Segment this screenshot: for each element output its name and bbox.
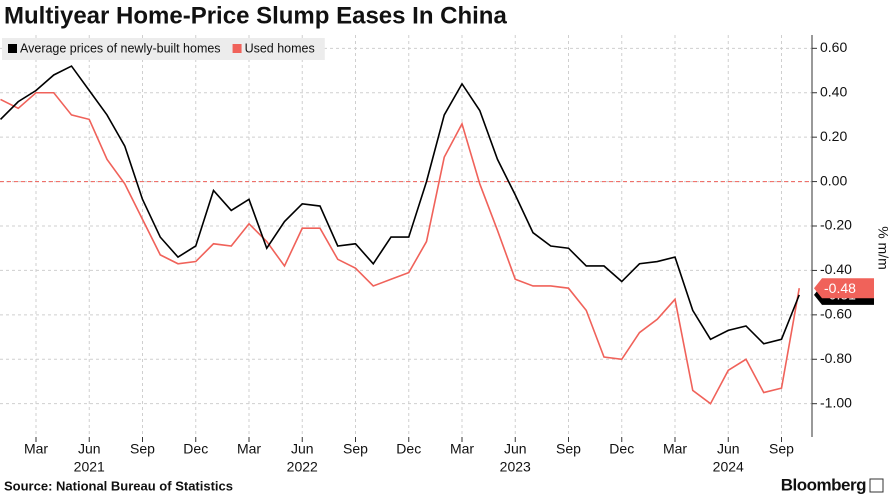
y-tick-label: 0.20 — [820, 128, 847, 144]
x-tick-label: Mar — [237, 441, 261, 457]
x-tick-label: Mar — [663, 441, 687, 457]
x-tick-label: Jun — [78, 441, 101, 457]
x-tick-label: Dec — [609, 441, 634, 457]
legend-swatch — [232, 44, 242, 53]
y-tick-label: -1.00 — [820, 394, 852, 410]
legend-label: Used homes — [245, 41, 315, 55]
legend-background — [2, 38, 325, 60]
y-tick-label: -0.80 — [820, 350, 852, 366]
series-line — [0, 91, 801, 405]
x-tick-label: Sep — [343, 441, 368, 457]
y-tick-label: 0.60 — [820, 39, 847, 55]
chart-title: Multiyear Home-Price Slump Eases In Chin… — [4, 2, 507, 29]
legend-swatch — [8, 44, 17, 53]
end-label: -0.48 — [814, 278, 874, 299]
y-tick-label: 0.00 — [820, 172, 847, 188]
y-tick-label: -0.20 — [820, 217, 852, 233]
x-tick-label: Mar — [450, 441, 474, 457]
y-tick-label: 0.40 — [820, 83, 847, 99]
x-tick-label: Mar — [24, 441, 48, 457]
x-year-label: 2023 — [500, 459, 531, 475]
brand-icon — [869, 478, 884, 493]
series-line — [0, 65, 800, 345]
x-tick-label: Sep — [556, 441, 581, 457]
x-tick-label: Sep — [769, 441, 794, 457]
x-tick-label: Dec — [396, 441, 421, 457]
source-note: Source: National Bureau of Statistics — [4, 478, 233, 493]
end-label-box — [814, 278, 874, 299]
x-year-label: 2024 — [713, 459, 744, 475]
x-tick-label: Jun — [717, 441, 740, 457]
x-tick-label: Jun — [291, 441, 314, 457]
legend: Average prices of newly-built homes Used … — [2, 38, 325, 60]
end-label-text: -0.48 — [824, 280, 856, 296]
y-tick-label: -0.60 — [820, 306, 852, 322]
x-tick-label: Jun — [504, 441, 527, 457]
x-tick-label: Dec — [183, 441, 208, 457]
x-tick-label: Sep — [130, 441, 155, 457]
y-axis-label: % m/m — [875, 226, 891, 270]
y-tick-label: -0.40 — [820, 261, 852, 277]
legend-label: Average prices of newly-built homes — [20, 41, 221, 55]
x-year-label: 2021 — [74, 459, 105, 475]
x-year-label: 2022 — [287, 459, 318, 475]
brand: Bloomberg — [781, 475, 866, 494]
